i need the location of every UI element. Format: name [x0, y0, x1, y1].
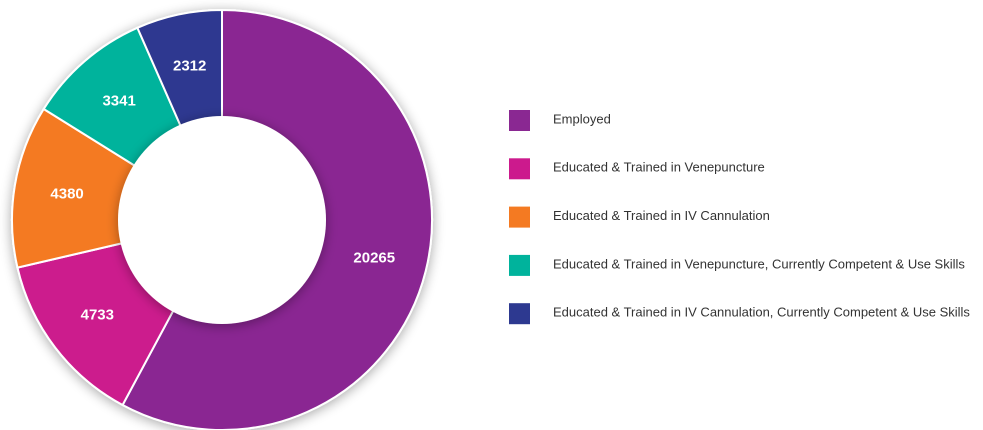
legend-label: Educated & Trained in IV Cannulation — [553, 208, 770, 223]
legend-swatch — [509, 206, 530, 228]
legend-swatch — [509, 158, 530, 180]
legend-label: Educated & Trained in IV Cannulation, Cu… — [553, 305, 970, 320]
slice-label: 2312 — [173, 57, 206, 74]
slice-label: 4380 — [50, 185, 83, 202]
donut-hole — [118, 116, 326, 324]
legend-swatch — [509, 254, 530, 276]
legend-label: Educated & Trained in Venepuncture — [553, 160, 765, 175]
slice-label: 20265 — [353, 249, 395, 266]
slice-label: 4733 — [81, 306, 114, 323]
legend-label: Educated & Trained in Venepuncture, Curr… — [553, 256, 965, 271]
legend-swatch — [509, 303, 530, 325]
slice-label: 3341 — [102, 92, 135, 109]
legend-label: Employed — [553, 111, 611, 126]
legend-swatch — [509, 110, 530, 131]
